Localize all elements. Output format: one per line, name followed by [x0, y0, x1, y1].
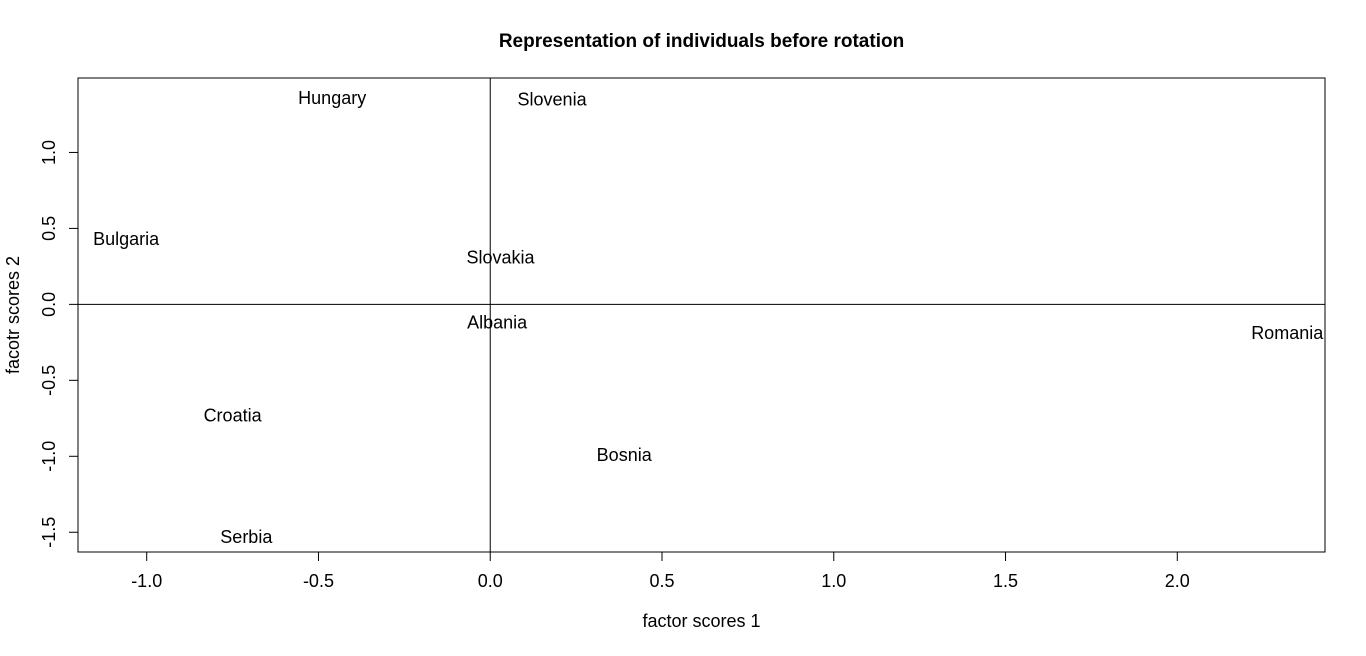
point-label: Albania — [467, 313, 528, 333]
y-axis-label: facotr scores 2 — [3, 256, 23, 374]
point-label: Bulgaria — [93, 229, 160, 249]
point-label: Serbia — [220, 527, 273, 547]
y-axis: -1.5 -1.0 -0.5 0.0 0.5 1.0 — [39, 140, 79, 548]
plot-frame — [77, 77, 1326, 553]
y-tick-label: -0.5 — [39, 365, 59, 396]
y-tick-label: -1.0 — [39, 441, 59, 472]
x-axis-label: factor scores 1 — [642, 611, 760, 631]
point-labels: Hungary Slovenia Bulgaria Slovakia Albania Ro… — [93, 88, 1324, 547]
x-tick-label: -0.5 — [303, 571, 334, 591]
x-tick-label: -1.0 — [131, 571, 162, 591]
point-label: Slovakia — [467, 247, 536, 267]
point-label: Bosnia — [597, 445, 653, 465]
y-tick-label: 0.0 — [39, 292, 59, 317]
y-tick-label: 0.5 — [39, 216, 59, 241]
x-tick-label: 0.0 — [478, 571, 503, 591]
x-tick-label: 1.0 — [821, 571, 846, 591]
x-tick-label: 2.0 — [1165, 571, 1190, 591]
point-label: Croatia — [204, 405, 263, 425]
y-tick-label: -1.5 — [39, 517, 59, 548]
reference-lines — [78, 78, 1325, 552]
y-tick-label: 1.0 — [39, 140, 59, 165]
chart-title: Representation of individuals before rot… — [499, 31, 904, 52]
point-label: Hungary — [298, 88, 366, 108]
x-tick-label: 0.5 — [649, 571, 674, 591]
x-axis: -1.0 -0.5 0.0 0.5 1.0 1.5 2.0 — [131, 551, 1190, 591]
x-tick-label: 1.5 — [993, 571, 1018, 591]
point-label: Slovenia — [518, 89, 588, 109]
point-label: Romania — [1251, 323, 1324, 343]
